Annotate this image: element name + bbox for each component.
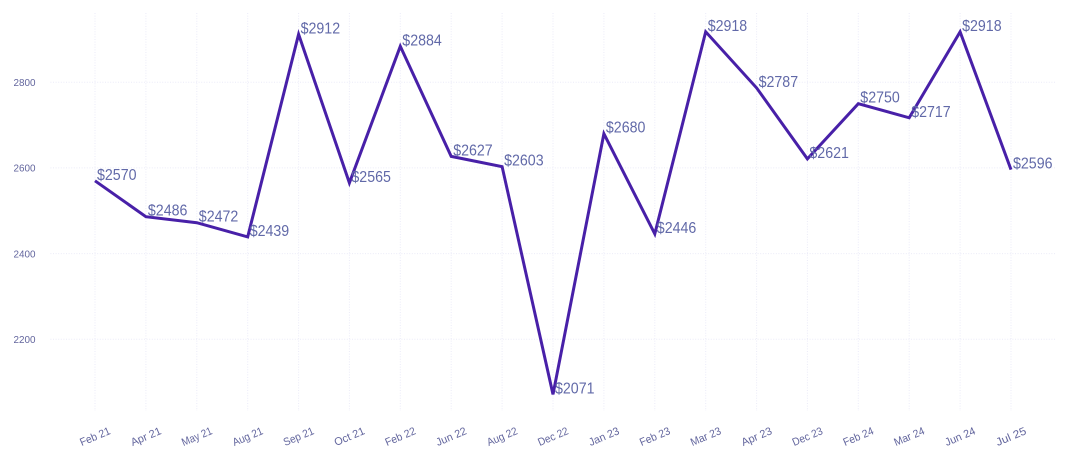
svg-text:$2596: $2596: [1013, 156, 1053, 173]
svg-text:$2446: $2446: [657, 220, 697, 237]
svg-text:$2621: $2621: [809, 145, 849, 162]
svg-text:$2918: $2918: [708, 18, 748, 35]
svg-text:$2680: $2680: [606, 120, 646, 137]
svg-text:2200: 2200: [14, 334, 36, 346]
svg-text:$2627: $2627: [453, 142, 493, 159]
svg-text:$2486: $2486: [148, 203, 188, 220]
svg-text:$2787: $2787: [759, 74, 799, 91]
svg-text:$2472: $2472: [199, 209, 239, 226]
svg-text:$2912: $2912: [301, 20, 341, 37]
svg-text:2800: 2800: [14, 77, 36, 89]
svg-text:$2570: $2570: [97, 167, 137, 184]
svg-text:$2717: $2717: [911, 104, 951, 121]
svg-text:$2603: $2603: [504, 153, 543, 170]
svg-text:$2750: $2750: [860, 90, 900, 107]
svg-text:$2439: $2439: [250, 223, 290, 240]
svg-text:2400: 2400: [14, 248, 36, 260]
svg-text:2600: 2600: [14, 163, 36, 175]
svg-text:$2884: $2884: [402, 32, 442, 49]
svg-text:$2071: $2071: [555, 380, 595, 397]
svg-text:$2918: $2918: [962, 18, 1002, 35]
svg-text:$2565: $2565: [351, 169, 391, 186]
